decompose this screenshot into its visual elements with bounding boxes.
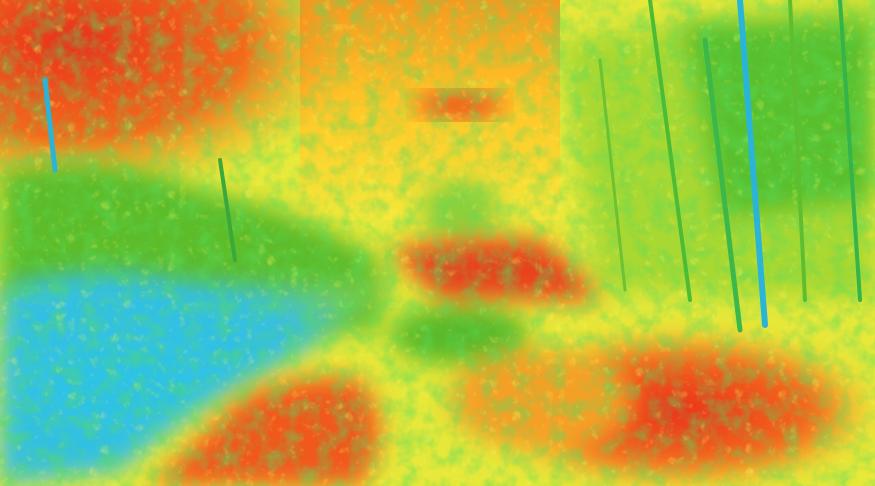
tree-trunks [42,0,862,333]
